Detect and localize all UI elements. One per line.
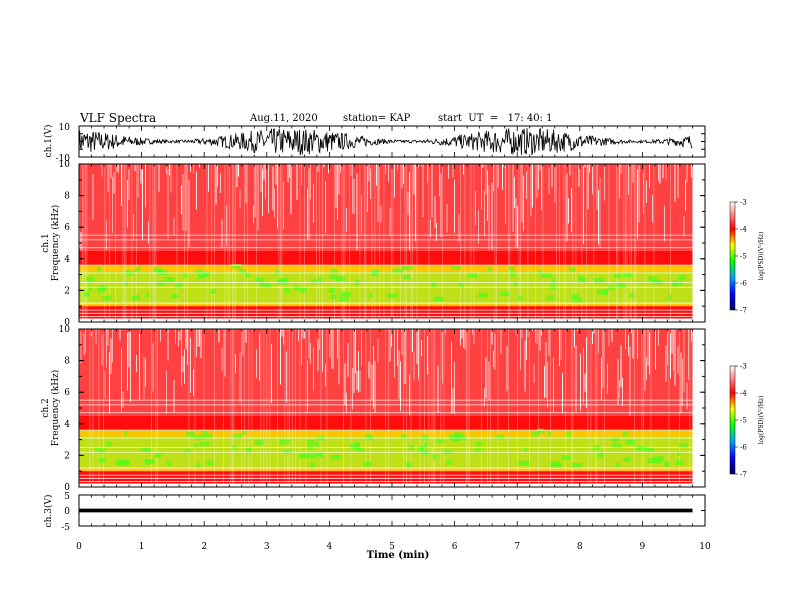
time-tick-label: 6 bbox=[452, 542, 458, 552]
ch2-spec-y-tick-labels: 0 2 4 6 8 10 bbox=[59, 325, 71, 493]
ch1-freq-label: Frequency (kHz) bbox=[50, 205, 61, 282]
ch1-spec-y-ticks bbox=[79, 163, 705, 323]
ch1-y-tick-bottom: -10 bbox=[56, 154, 71, 164]
freq-tick-label: 2 bbox=[64, 451, 70, 461]
ch2-colorbar bbox=[729, 365, 736, 475]
time-axis-tick-labels: 0 1 2 3 4 5 6 7 8 9 10 bbox=[76, 542, 711, 552]
freq-tick-label: 0 bbox=[64, 318, 70, 328]
ch2-spec-y-ticks bbox=[79, 328, 705, 488]
colorbar-tick-label: -6 bbox=[740, 444, 747, 452]
ch1-colorbar-label: log(PSD)(V²/Hz) bbox=[758, 232, 765, 281]
ch1-colorbar-ticks: -3 -4 -5 -6 -7 bbox=[735, 199, 747, 315]
ch3-panel: 5 0 -5 ch.3(V) 0 1 2 3 4 5 6 7 8 9 10 Time (min) bbox=[43, 492, 711, 561]
time-tick-label: 1 bbox=[139, 542, 145, 552]
colorbar-tick-label: -7 bbox=[740, 307, 747, 315]
time-tick-label: 4 bbox=[327, 542, 333, 552]
colorbar-tick-label: -5 bbox=[740, 253, 747, 261]
colorbar-tick-label: -7 bbox=[740, 471, 747, 479]
freq-tick-label: 2 bbox=[64, 286, 70, 296]
time-tick-label: 2 bbox=[201, 542, 207, 552]
ch3-ylabel: ch.3(V) bbox=[43, 495, 54, 528]
colorbar-tick-label: -6 bbox=[740, 280, 747, 288]
time-tick-label: 7 bbox=[514, 542, 520, 552]
colorbar-tick-label: -5 bbox=[740, 417, 747, 425]
freq-tick-label: 8 bbox=[64, 357, 70, 367]
date-label: Aug.11, 2020 bbox=[250, 113, 318, 124]
freq-tick-label: 10 bbox=[59, 325, 71, 335]
time-tick-label: 3 bbox=[264, 542, 270, 552]
start-time-label: start UT = 17: 40: 1 bbox=[438, 113, 553, 124]
time-tick-label: 9 bbox=[640, 542, 646, 552]
ch2-spectrogram-image bbox=[79, 329, 693, 487]
ch2-freq-label: Frequency (kHz) bbox=[50, 370, 61, 447]
ch3-y-ticks bbox=[79, 494, 705, 527]
time-tick-label: 0 bbox=[76, 542, 82, 552]
freq-tick-label: 6 bbox=[64, 223, 70, 233]
station-label: station= KAP bbox=[343, 113, 411, 124]
ch1-y-tick-top: 10 bbox=[59, 123, 71, 133]
ch1-colorbar bbox=[729, 201, 736, 311]
time-tick-label: 5 bbox=[389, 542, 395, 552]
time-tick-label: 8 bbox=[577, 542, 583, 552]
ch1-panel: 10 -10 ch.1(V) bbox=[43, 123, 706, 164]
colorbar-tick-label: -3 bbox=[740, 363, 747, 371]
freq-tick-label: 8 bbox=[64, 192, 70, 202]
ch3-waveform-band bbox=[79, 508, 693, 513]
page-title: VLF Spectra bbox=[80, 111, 157, 125]
freq-tick-label: 6 bbox=[64, 388, 70, 398]
freq-tick-label: 4 bbox=[64, 420, 70, 430]
freq-tick-label: 10 bbox=[59, 160, 71, 170]
ch1-channel-label: ch.1 bbox=[41, 233, 51, 252]
colorbar-tick-label: -4 bbox=[740, 226, 747, 234]
freq-tick-label: 0 bbox=[64, 483, 70, 493]
ch2-colorbar-label: log(PSD)(V²/Hz) bbox=[758, 396, 765, 445]
time-x-ticks bbox=[78, 126, 706, 526]
ch3-y-tick-bottom: -5 bbox=[61, 523, 70, 533]
colorbar-tick-label: -3 bbox=[740, 199, 747, 207]
time-axis-label: Time (min) bbox=[367, 550, 430, 561]
ch1-ylabel: ch.1(V) bbox=[43, 125, 54, 158]
time-tick-label: 10 bbox=[699, 542, 711, 552]
ch1-waveform-line bbox=[78, 128, 693, 156]
ch1-y-ticks bbox=[79, 125, 705, 158]
freq-tick-label: 4 bbox=[64, 255, 70, 265]
ch3-y-tick-mid: 0 bbox=[64, 507, 70, 517]
ch3-y-tick-top: 5 bbox=[64, 492, 70, 502]
ch2-channel-label: ch.2 bbox=[41, 398, 51, 417]
colorbar-tick-label: -4 bbox=[740, 390, 747, 398]
ch2-colorbar-ticks: -3 -4 -5 -6 -7 bbox=[735, 363, 747, 479]
ch1-spec-y-tick-labels: 0 2 4 6 8 10 bbox=[59, 160, 71, 328]
ch1-spectrogram-image bbox=[79, 164, 693, 322]
